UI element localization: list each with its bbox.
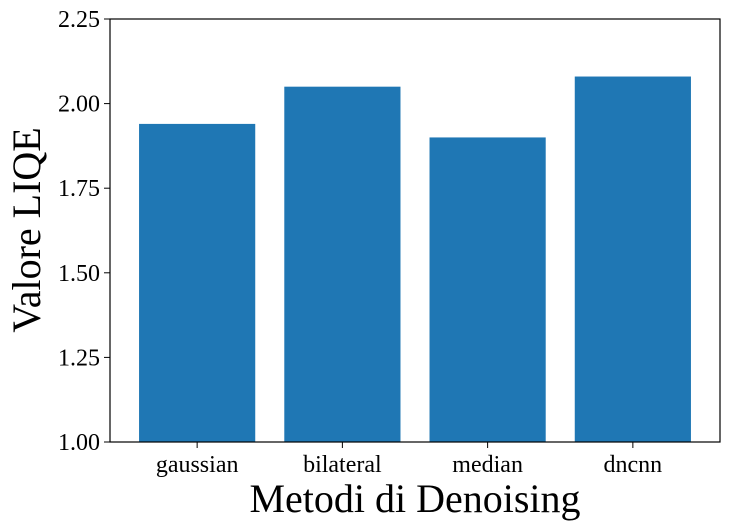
plot-frame xyxy=(109,18,721,443)
y-tick-label: 1.25 xyxy=(58,345,100,371)
y-axis-title: Valore LIQE xyxy=(4,127,49,332)
x-tick-label: dncnn xyxy=(604,452,663,478)
bar-gaussian xyxy=(139,123,256,443)
y-axis-ticks: 1.00 1.25 1.50 1.75 2.00 2.25 xyxy=(58,7,110,456)
x-tick-label: bilateral xyxy=(303,452,382,478)
bar-median xyxy=(429,137,546,442)
bar-bilateral xyxy=(284,86,401,443)
y-tick-label: 1.00 xyxy=(58,430,100,456)
x-axis-title: Metodi di Denoising xyxy=(249,476,580,521)
y-tick-label: 1.75 xyxy=(58,176,100,202)
x-tick-label: gaussian xyxy=(156,452,239,478)
bar-dncnn xyxy=(574,76,691,442)
y-tick-label: 1.50 xyxy=(58,261,100,287)
x-tick-label: median xyxy=(452,452,523,478)
y-tick-label: 2.00 xyxy=(58,92,100,118)
bars-group xyxy=(139,76,691,443)
x-axis-ticks: gaussian bilateral median dncnn xyxy=(156,442,662,478)
y-tick-label: 2.25 xyxy=(58,7,100,33)
